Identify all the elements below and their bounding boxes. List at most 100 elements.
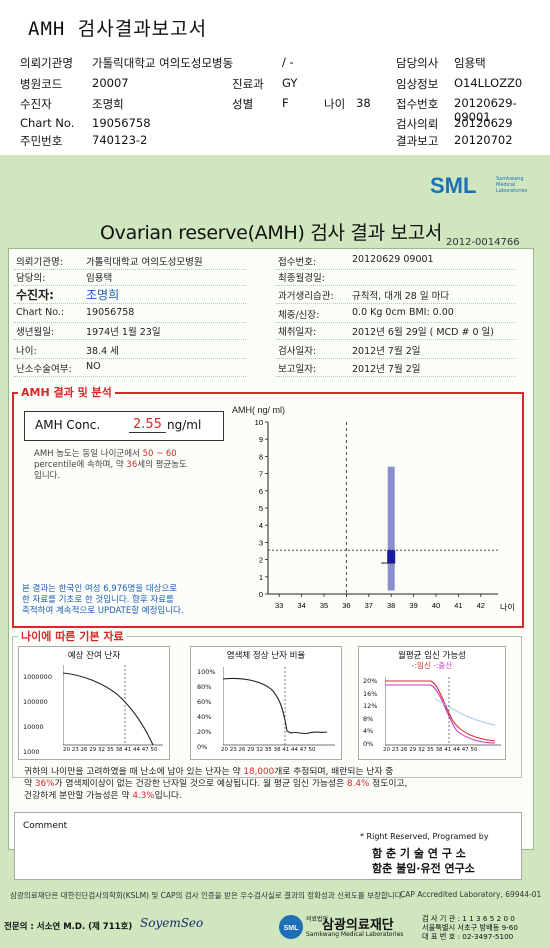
- info-key: 최종월경일:: [278, 273, 325, 284]
- lab-contact: 검 사 기 관 : 1 1 3 6 5 2 0 0 서울특별시 서초구 방배동 …: [422, 914, 518, 941]
- info-value: 조명희: [86, 288, 120, 302]
- y-tick-label: 8: [259, 452, 263, 461]
- info-key: 나이:: [16, 346, 37, 357]
- age-section-label: 나이에 따른 기본 자료: [18, 628, 127, 644]
- header-value: 임용택: [454, 56, 486, 70]
- y-tick-label: 9: [259, 435, 263, 444]
- x-axis-label: 나이: [500, 602, 515, 612]
- sml-logo-sub: Samkwang Medical Laboratories: [496, 176, 528, 194]
- rights-line: * Right Reserved, Programed by: [360, 832, 489, 841]
- org-prefix: 의료법인: [306, 916, 329, 923]
- specialist-name: 전문의 : 서소연 M.D. (제 711호): [4, 922, 133, 932]
- info-key: 체중/신장:: [278, 310, 320, 321]
- header-key: 접수번호: [396, 97, 439, 111]
- x-tick-label: 38: [387, 601, 395, 610]
- comment-box: Comment: [14, 812, 522, 880]
- info-divider: [14, 358, 246, 359]
- info-key: 보고일자:: [278, 364, 317, 375]
- conc-unit: ng/ml: [167, 418, 202, 432]
- amh-section-label: AMH 결과 및 분석: [18, 384, 115, 400]
- header-key: 병원코드: [20, 77, 63, 91]
- info-value: 2012년 6월 29일 ( MCD # 0 일): [352, 327, 494, 338]
- comment-label: Comment: [23, 821, 68, 831]
- info-key: 난소수술여부:: [16, 364, 72, 375]
- svg-text:SML: SML: [284, 925, 300, 932]
- y-tick-label: 5: [259, 504, 263, 513]
- info-key: 접수번호:: [278, 257, 317, 268]
- header-value: 20120629-09001: [454, 96, 517, 124]
- header-value: 20120629: [454, 116, 513, 130]
- amh-chart: AMH( ng/ ml) 0 1 2 3 4 5 6 7 8 9 10 33 34 35 36 37 38 39 40…: [228, 402, 518, 620]
- x-tick-label: 34: [297, 601, 305, 610]
- info-divider: [276, 303, 516, 304]
- y-tick-label: 1: [259, 573, 263, 582]
- cap-note: CAP Accredited Laboratory, 69944-01: [400, 890, 542, 899]
- info-key: 과거생리습관:: [278, 291, 334, 302]
- org-name: 삼광의료재단: [322, 918, 394, 933]
- conc-value: 2.55: [129, 417, 166, 433]
- info-value: 임용택: [86, 273, 113, 284]
- y-tick-label: 6: [259, 487, 263, 496]
- header-value: 38: [356, 96, 371, 110]
- info-divider: [14, 376, 246, 377]
- info-divider: [14, 303, 246, 304]
- y-axis-label: AMH( ng/ ml): [232, 405, 285, 415]
- reference-range-bar: [387, 466, 395, 591]
- info-divider: [14, 339, 246, 340]
- header-key: 임상정보: [396, 77, 439, 91]
- header-value: / -: [282, 55, 294, 69]
- info-value: 2012년 7월 2일: [352, 364, 421, 375]
- info-key: 검사일자:: [278, 346, 317, 357]
- amh-note: AMH 농도는 동일 나이군에서 50 ~ 60 percentile에 속하며…: [34, 449, 187, 481]
- y-tick-label: 0: [259, 590, 263, 599]
- y-tick-label: 3: [259, 538, 263, 547]
- samkwang-logo-icon: SML: [278, 914, 304, 944]
- header-key: 진료과: [232, 77, 264, 91]
- data-source-note: 본 결과는 한국인 여성 6,976명을 대상으로 한 자료를 기초로 한 것입…: [22, 584, 184, 616]
- header-value: GY: [282, 76, 298, 90]
- x-tick-label: 42: [477, 601, 485, 610]
- header-value: 20120702: [454, 133, 513, 147]
- normal-chromosome-chart: 염색체 정상 난자 비율 100% 80% 60% 40% 20% 0% 20 …: [190, 646, 342, 760]
- y-tick-label: 2: [259, 556, 263, 565]
- info-value: 19056758: [86, 307, 135, 318]
- header-value: 가톨릭대학교 여의도성모병동: [92, 56, 234, 70]
- header-key: 주민번호: [20, 134, 63, 148]
- x-tick-label: 37: [365, 601, 373, 610]
- institute-name-2: 함춘 불임·유전 연구소: [372, 862, 475, 875]
- y-tick-label: 4: [259, 521, 263, 530]
- x-tick-label: 39: [409, 601, 417, 610]
- header-value: O14LLOZZ0: [454, 76, 523, 90]
- header-key: 성별: [232, 97, 254, 111]
- header-value: 20007: [92, 76, 129, 90]
- header-key: Chart No.: [20, 116, 75, 130]
- svg-text:SML: SML: [430, 173, 476, 198]
- header-value: F: [282, 96, 289, 110]
- conc-label: AMH Conc.: [35, 418, 101, 432]
- info-key: 생년월일:: [16, 327, 55, 338]
- accreditation-note: 삼광의료재단은 대한진단검사의학회(KSLM) 및 CAP의 검사 인증을 받은…: [10, 891, 404, 900]
- header-key: 담당의사: [396, 56, 439, 70]
- x-tick-label: 33: [275, 601, 283, 610]
- info-key: 채취일자:: [278, 327, 317, 338]
- age-data-section: [12, 636, 522, 778]
- info-divider: [14, 322, 246, 323]
- amh-concentration-box: AMH Conc. 2.55 ng/ml: [24, 411, 224, 441]
- info-value: 0.0 Kg 0cm BMI: 0.00: [352, 307, 454, 318]
- org-english-name: Samkwang Medical Laboratories: [306, 931, 404, 938]
- info-divider: [276, 269, 516, 270]
- header-value: 740123-2: [92, 133, 148, 147]
- header-key: 나이: [324, 97, 346, 111]
- x-tick-label: 40: [432, 601, 440, 610]
- info-value: 1974년 1월 23일: [86, 327, 161, 338]
- institute-name-1: 함 춘 기 술 연 구 소: [372, 847, 466, 860]
- form-title: Ovarian reserve(AMH) 검사 결과 보고서: [100, 222, 443, 244]
- remaining-eggs-chart: 예상 잔여 난자 1000000 100000 10000 1000 20 23…: [18, 646, 170, 760]
- report-title: AMH 검사결과보고서: [28, 18, 208, 40]
- header-key: 의뢰기관명: [20, 56, 73, 70]
- info-key: 담당의:: [16, 273, 46, 284]
- info-divider: [276, 285, 516, 286]
- document-number: 2012-0014766: [446, 237, 520, 248]
- x-tick-label: 35: [320, 601, 328, 610]
- y-tick-label: 7: [259, 470, 263, 479]
